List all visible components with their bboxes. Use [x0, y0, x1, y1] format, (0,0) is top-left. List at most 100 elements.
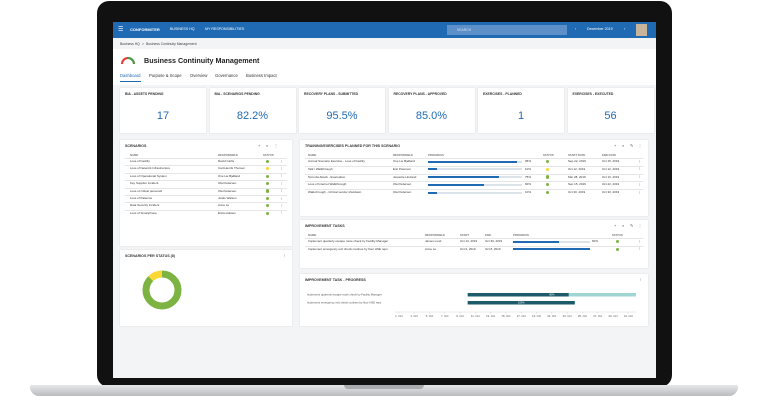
row-menu[interactable]: ⋮	[638, 166, 641, 171]
row-menu[interactable]: ⋮	[280, 202, 283, 207]
row-menu[interactable]: ⋮	[638, 181, 641, 186]
cell: Ola Pedersen	[393, 190, 412, 195]
cell: Oct 30, 2019	[485, 239, 503, 243]
progress-bar	[428, 168, 438, 171]
toolbar-icon[interactable]: +	[614, 223, 617, 228]
panel-title: IMPROVEMENT TASK - PROGRESS	[305, 278, 366, 282]
nav-link[interactable]: BUSINESS HQ	[170, 27, 195, 31]
status-dot	[266, 189, 270, 193]
row-divider	[305, 165, 643, 167]
row-menu[interactable]: ⋮	[638, 174, 641, 179]
column-header: RESPONSIBLE	[393, 153, 414, 157]
row-menu[interactable]: ⋮	[280, 210, 283, 215]
panel-menu[interactable]: ⋮	[639, 277, 642, 281]
toolbar-icon[interactable]: ⋮	[638, 223, 642, 228]
status-dot	[266, 196, 270, 200]
x-tick-label: 21. Oct	[547, 314, 556, 318]
gauge-icon	[121, 57, 135, 65]
row-menu[interactable]: ⋮	[280, 188, 283, 193]
cell: Loss of Facility	[130, 159, 150, 163]
row-menu[interactable]: ⋮	[638, 246, 641, 251]
row-divider	[305, 238, 643, 239]
laptop-base	[30, 385, 738, 396]
tab[interactable]: Business Impact	[246, 73, 277, 78]
progress-bar	[428, 191, 438, 194]
row-menu[interactable]: ⋮	[280, 165, 283, 170]
status-dot	[616, 247, 620, 251]
x-tick-label: 13. Oct	[486, 314, 495, 318]
row-divider	[125, 209, 287, 211]
x-tick-label: 3. Oct	[410, 314, 418, 318]
kpi-card: EXERCISES - EXECUTED 56	[567, 88, 654, 133]
cell: Carl-Henrik Thorsen	[218, 166, 245, 171]
logo[interactable]: CONFORMITER	[130, 26, 160, 32]
breadcrumb-sep: >	[142, 42, 144, 46]
row-menu[interactable]: ⋮	[280, 180, 283, 185]
toolbar-icon[interactable]: ⋮	[274, 143, 278, 148]
breadcrumb[interactable]: Business HQ	[120, 42, 140, 46]
row-divider	[305, 181, 643, 182]
x-tick-label: 1. Oct	[395, 314, 403, 318]
cell: Loss of Patience	[130, 196, 153, 200]
cell: Walk-through - Critical vendor shutdown	[308, 190, 362, 195]
cell: Annual Scenario Exercise - Loss of Facil…	[308, 159, 365, 163]
panel-menu[interactable]: ⋮	[283, 253, 286, 257]
progress-bar	[513, 248, 590, 251]
row-menu[interactable]: ⋮	[280, 173, 283, 178]
toolbar-icon[interactable]: ⌕	[622, 223, 625, 228]
kpi-card: RECOVERY PLANS - APPROVED 85.0%	[388, 88, 475, 133]
toolbar-icon[interactable]: ⌕	[266, 143, 269, 148]
tab[interactable]: Governance	[215, 73, 238, 78]
kpi-label: BIA - ASSETS PENDING	[125, 92, 164, 96]
tab[interactable]: Overview	[190, 73, 208, 78]
x-tick-label: 15. Oct	[501, 314, 510, 318]
x-tick-label: 11. Oct	[471, 314, 480, 318]
toolbar-icon[interactable]: +	[258, 143, 261, 148]
row-menu[interactable]: ⋮	[280, 158, 283, 163]
cell: Loss of critical personell	[130, 188, 163, 193]
kpi-value: 85.0%	[415, 110, 448, 122]
toolbar-icon[interactable]: ✎	[630, 223, 634, 228]
toolbar-icon[interactable]: ⋮	[638, 143, 642, 148]
menu-icon[interactable]: ☰	[118, 27, 124, 33]
row-divider	[125, 195, 287, 196]
status-dot	[266, 211, 270, 215]
row-divider	[125, 187, 287, 189]
column-header: PROGRESS	[428, 153, 444, 157]
x-tick-label: 25. Oct	[578, 314, 587, 318]
cell: Oct 10, 2019	[602, 174, 620, 179]
next-period[interactable]: ›	[624, 26, 626, 31]
screen: ☰ CONFORMITER BUSINESS HQ MY RESPONSIBIL…	[113, 22, 656, 378]
avatar[interactable]	[636, 24, 647, 36]
status-dot	[546, 175, 550, 179]
column-header: STATUS	[612, 233, 623, 237]
x-tick-label: 19. Oct	[532, 314, 541, 318]
toolbar-icon[interactable]: ⌕	[622, 143, 625, 148]
nav-link[interactable]: MY RESPONSIBILITIES	[205, 27, 245, 31]
panel: IMPROVEMENT TASKS NAME RESPONSIBLE START END…	[300, 220, 648, 268]
tab[interactable]: Dashboard	[120, 73, 141, 78]
cell: James Lund	[425, 239, 442, 243]
row-divider	[125, 172, 287, 174]
kpi-label: EXERCISES - EXECUTED	[572, 92, 614, 96]
breadcrumb[interactable]: Business Continuity Management	[146, 42, 197, 46]
progress-label: 100%	[518, 301, 525, 305]
panel-title: SCENARIOS PER STATUS (8)	[125, 254, 175, 258]
cell: Ola Pedersen	[218, 181, 237, 186]
row-menu[interactable]: ⋮	[280, 195, 283, 200]
prev-period[interactable]: ‹	[575, 26, 577, 31]
row-menu[interactable]: ⋮	[638, 238, 641, 243]
column-header: RESPONSIBLE	[425, 233, 446, 237]
row-menu[interactable]: ⋮	[638, 189, 641, 194]
status-dot	[546, 167, 550, 171]
search-box[interactable]: SEARCH	[447, 25, 567, 35]
toolbar-icon[interactable]: +	[614, 143, 617, 148]
status-dot	[616, 239, 620, 243]
toolbar-icon[interactable]: ✎	[630, 143, 634, 148]
column-header: START	[460, 233, 470, 237]
gantt-chart: 1. Oct 3. Oct 5. Oct 7. Oct 9. Oct 11. Oct 13.…	[307, 293, 636, 318]
progress-label: 10%	[525, 190, 532, 195]
row-menu[interactable]: ⋮	[638, 158, 641, 163]
tab[interactable]: Purpose & Scope	[149, 73, 182, 78]
task-progress	[467, 301, 575, 305]
